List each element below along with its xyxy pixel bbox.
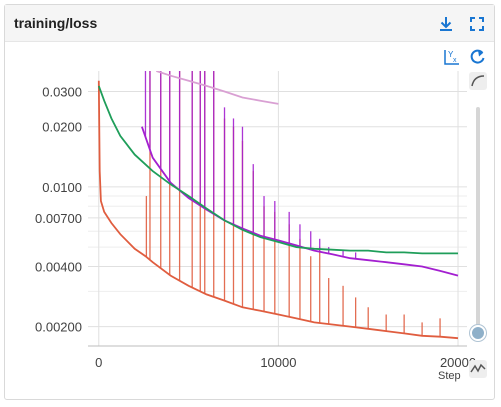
chart-svg: 0.03000.02000.01000.007000.004000.00200 … xyxy=(35,71,476,382)
smoothing-toggle[interactable] xyxy=(468,71,488,91)
slider-track[interactable] xyxy=(476,107,480,333)
series-1 xyxy=(141,71,459,277)
x-axis-title: Step xyxy=(438,370,461,382)
y-tick-label: 0.00200 xyxy=(35,320,82,335)
series-3 xyxy=(156,71,279,105)
range-sparkline-button[interactable] xyxy=(468,359,488,379)
fit-y-axis-icon: Y x xyxy=(444,50,459,65)
smoothing-curve-icon xyxy=(469,72,487,90)
y-axis-ticks: 0.0300 0.0200 0.0100 0.00700 0.00400 0.00200 xyxy=(35,85,82,335)
series-1-line xyxy=(141,126,459,277)
x-tick-label: 20000 xyxy=(440,355,476,370)
fit-y-axis-button[interactable]: Y x xyxy=(442,47,462,67)
y-tick-label: 0.00700 xyxy=(35,211,82,226)
reset-view-icon xyxy=(470,49,485,64)
series-layer xyxy=(97,71,459,340)
card-title: training/loss xyxy=(14,15,98,31)
series-3-line xyxy=(156,71,279,105)
fullscreen-icon xyxy=(470,17,484,31)
y-tick-label: 0.0300 xyxy=(42,85,82,100)
fullscreen-button[interactable] xyxy=(466,13,488,35)
slider-knob[interactable] xyxy=(470,325,486,341)
series-2-line xyxy=(97,85,458,255)
card-header: training/loss xyxy=(5,5,494,42)
range-sparkline-icon xyxy=(469,360,487,378)
svg-text:x: x xyxy=(453,57,457,64)
series-0-line xyxy=(97,80,459,340)
svg-text:Y: Y xyxy=(448,50,454,59)
x-tick-label: 0 xyxy=(95,355,102,370)
y-tick-label: 0.00400 xyxy=(35,259,82,274)
series-2 xyxy=(97,85,458,255)
x-tick-label: 10000 xyxy=(260,355,296,370)
chart-card: training/loss 0.0300 0.0200 0.0100 0.00700 0… xyxy=(4,4,495,400)
y-tick-label: 0.0200 xyxy=(42,120,82,135)
smoothing-slider[interactable] xyxy=(470,97,486,351)
grid xyxy=(88,71,467,346)
x-axis-ticks: 0 10000 20000 xyxy=(95,355,476,370)
download-icon xyxy=(440,17,452,31)
reset-view-button[interactable] xyxy=(468,47,488,67)
y-tick-label: 0.0100 xyxy=(42,180,82,195)
download-button[interactable] xyxy=(435,13,457,35)
